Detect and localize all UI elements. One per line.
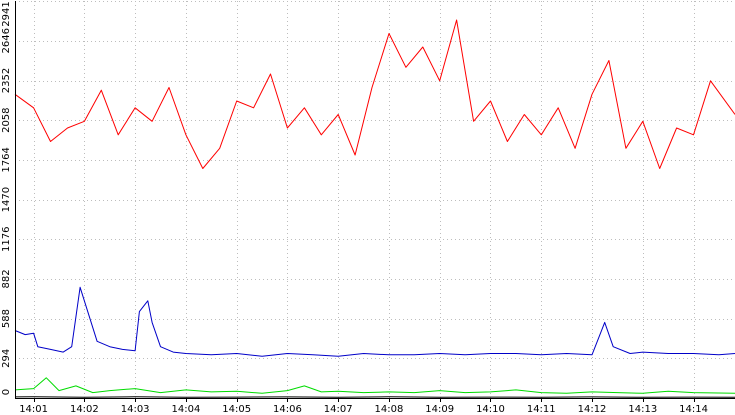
y-tick-label: 1470 — [1, 187, 12, 212]
y-tick-label: 0 — [1, 389, 12, 395]
x-tick-label: 14:09 — [425, 404, 454, 415]
x-tick-label: 14:10 — [476, 404, 505, 415]
x-tick-label: 14:02 — [70, 404, 99, 415]
series-line-3 — [14, 377, 735, 394]
x-tick-label: 14:13 — [628, 404, 657, 415]
y-tick-label: 2352 — [1, 68, 12, 93]
x-tick-label: 14:12 — [578, 404, 607, 415]
x-tick-label: 14:14 — [679, 404, 708, 415]
y-axis-tick-labels: 0 294 588 882 1176 1470 1764 2058 2352 2646 2941 — [1, 1, 12, 395]
axes — [15, 1, 735, 402]
x-tick-label: 14:04 — [171, 404, 200, 415]
x-tick-label: 14:05 — [222, 404, 251, 415]
y-tick-label: 882 — [1, 269, 12, 288]
x-tick-label: 14:11 — [527, 404, 556, 415]
x-tick-label: 14:01 — [19, 404, 48, 415]
x-tick-label: 14:06 — [273, 404, 302, 415]
y-tick-label: 588 — [1, 309, 12, 328]
y-tick-label: 2941 — [1, 1, 12, 26]
series-line-4 — [14, 396, 735, 398]
series-line-2 — [14, 286, 735, 357]
x-tick-label: 14:03 — [121, 404, 150, 415]
x-tick-label: 14:07 — [324, 404, 353, 415]
y-tick-label: 1764 — [1, 147, 12, 172]
x-tick-label: 14:08 — [375, 404, 404, 415]
y-tick-label: 2646 — [1, 28, 12, 53]
y-tick-label: 294 — [1, 349, 12, 368]
grid — [15, 1, 735, 399]
series-group — [14, 19, 735, 398]
x-axis-tick-labels: 14:01 14:02 14:03 14:04 14:05 14:06 14:07 14:08… — [19, 404, 708, 415]
y-tick-label: 1176 — [1, 227, 12, 252]
series-line-1 — [14, 19, 735, 169]
y-tick-label: 2058 — [1, 107, 12, 132]
